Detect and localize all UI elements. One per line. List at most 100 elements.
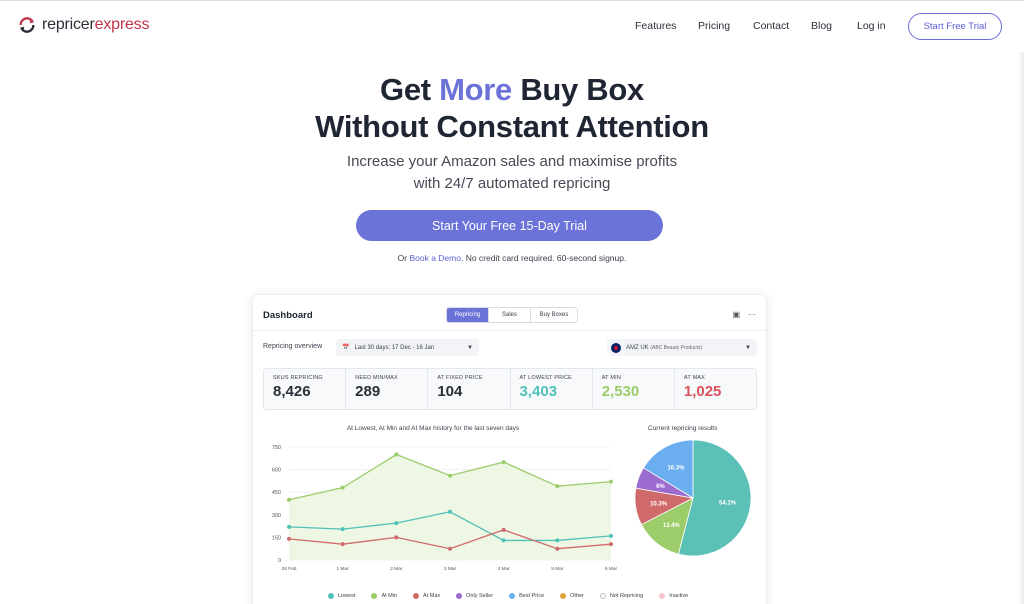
- repricer-logo-icon: [19, 17, 35, 33]
- nav-features[interactable]: Features: [635, 20, 677, 32]
- marketplace-select[interactable]: AMZ UK (ABC Beauty Products) ▼: [607, 339, 757, 356]
- x-tick-label: 28 Feb: [282, 566, 297, 572]
- line-chart-title: At Lowest, At Min and At Max history for…: [346, 425, 520, 432]
- dashboard-preview: Dashboard Repricing Sales Buy Boxes ▣ ⋯ …: [252, 294, 768, 604]
- data-point: [501, 538, 506, 543]
- y-tick-label: 150: [272, 535, 281, 541]
- logo-text: repricerexpress: [42, 16, 150, 33]
- history-line-chart: 0 150 300 450 600 750 28 Feb 1 Mar 2 Mar 3 Mar 4 M…: [272, 445, 618, 572]
- legend-swatch: [371, 593, 378, 599]
- data-point: [340, 485, 345, 490]
- card-divider: [253, 330, 768, 331]
- data-point: [555, 546, 560, 551]
- legend-label: At Max: [423, 593, 441, 599]
- x-tick-label: 4 Mar: [498, 566, 511, 572]
- data-point: [340, 542, 345, 547]
- pie-slice-label: 10.3%: [650, 501, 668, 507]
- hero-title-line2: Without Constant Attention: [315, 109, 709, 144]
- hero-subtitle-line1: Increase your Amazon sales and maximise …: [346, 153, 678, 170]
- calendar-icon: 📅: [342, 345, 350, 351]
- chart-legend: Lowest At Min At Max Only Seller Best Price O…: [328, 593, 688, 599]
- stat-at-min[interactable]: AT MIN 2,530: [593, 369, 675, 409]
- data-point: [609, 479, 613, 484]
- date-range-select[interactable]: 📅 Last 30 days: 17 Dec - 16 Jan ▼: [336, 339, 479, 356]
- nav-login[interactable]: Log in: [857, 20, 886, 32]
- nav-pricing[interactable]: Pricing: [698, 20, 731, 32]
- data-point: [394, 452, 399, 457]
- legend-item[interactable]: Other: [560, 593, 584, 599]
- legend-item[interactable]: Inactive: [659, 593, 688, 599]
- legend-label: Lowest: [338, 593, 356, 599]
- tab-sales[interactable]: Sales: [489, 308, 531, 322]
- data-point: [287, 497, 291, 502]
- legend-label: Only Seller: [466, 593, 494, 599]
- nav-blog[interactable]: Blog: [811, 20, 833, 32]
- start-trial-button[interactable]: Start Your Free 15-Day Trial: [356, 210, 663, 241]
- stat-need-min-max[interactable]: NEED MIN/MAX 289: [346, 369, 429, 409]
- tab-buy-boxes[interactable]: Buy Boxes: [531, 308, 577, 322]
- legend-item[interactable]: Not Repricing: [599, 593, 644, 599]
- pie-slice: [677, 439, 752, 557]
- legend-item[interactable]: Lowest: [328, 593, 355, 599]
- legend-swatch: [456, 593, 463, 599]
- data-point: [555, 538, 560, 543]
- data-point: [394, 521, 399, 526]
- pie-slice-label: 54.1%: [719, 500, 737, 506]
- pie-slice: [642, 439, 694, 499]
- monitor-icon[interactable]: ▣: [732, 310, 740, 319]
- card-toolbar: ▣ ⋯: [732, 310, 756, 319]
- data-point: [394, 535, 399, 540]
- data-point: [448, 546, 452, 551]
- x-tick-label: 1 Mar: [337, 566, 350, 572]
- nav-contact[interactable]: Contact: [753, 20, 790, 32]
- date-range-value: Last 30 days: 17 Dec - 16 Jan: [354, 344, 435, 351]
- more-icon[interactable]: ⋯: [748, 310, 756, 319]
- legend-swatch: [599, 593, 606, 599]
- y-tick-label: 600: [272, 468, 281, 474]
- y-tick-label: 300: [272, 513, 281, 519]
- legend-label: Other: [570, 593, 584, 599]
- stats-row: SKUS REPRICING 8,426 NEED MIN/MAX 289 AT F…: [263, 368, 757, 410]
- legend-item[interactable]: Only Seller: [456, 593, 493, 599]
- pie-slice-label: 16.3%: [667, 466, 685, 472]
- dashboard-title: Dashboard: [263, 310, 313, 321]
- data-point: [448, 473, 452, 478]
- legend-swatch: [509, 593, 516, 599]
- legend-item[interactable]: At Max: [413, 593, 440, 599]
- hero-title-accent: More: [439, 72, 512, 107]
- tab-repricing[interactable]: Repricing: [447, 308, 489, 322]
- y-tick-label: 450: [272, 490, 281, 496]
- x-tick-label: 2 Mar: [390, 566, 403, 572]
- dashboard-tabs: Repricing Sales Buy Boxes: [446, 307, 578, 323]
- stat-at-lowest-price[interactable]: AT LOWEST PRICE 3,403: [511, 369, 593, 409]
- stat-at-max[interactable]: AT MAX 1,025: [683, 375, 722, 400]
- hero-title-line1: Get More Buy Box: [380, 72, 644, 107]
- book-demo-link[interactable]: Book a Demo.: [409, 253, 464, 263]
- legend-swatch: [659, 593, 666, 599]
- x-tick-label: 5 Mar: [551, 566, 564, 572]
- repricing-results-pie-chart: 54.1% 13.4% 10.3% 6% 16.3%: [634, 439, 752, 557]
- legend-item[interactable]: At Min: [371, 593, 397, 599]
- y-tick-label: 750: [272, 445, 281, 451]
- logo[interactable]: repricerexpress: [18, 16, 149, 34]
- x-tick-label: 3 Mar: [444, 566, 457, 572]
- start-free-trial-button[interactable]: Start Free Trial: [908, 13, 1002, 40]
- cta-note: Or Book a Demo. No credit card required.…: [397, 253, 627, 263]
- legend-label: Not Repricing: [609, 593, 644, 599]
- legend-swatch: [560, 593, 567, 599]
- x-tick-label: 6 Mar: [605, 566, 618, 572]
- data-point: [287, 524, 291, 529]
- hero-subtitle-line2: with 24/7 automated repricing: [413, 175, 611, 192]
- data-point: [448, 509, 452, 514]
- legend-item[interactable]: Best Price: [509, 593, 544, 599]
- stat-skus-repricing[interactable]: SKUS REPRICING 8,426: [264, 369, 347, 409]
- pie-slice-label: 13.4%: [663, 523, 681, 529]
- data-point: [340, 527, 345, 532]
- data-point: [287, 536, 291, 541]
- chevron-down-icon: ▼: [467, 344, 473, 351]
- legend-label: Best Price: [519, 593, 545, 599]
- stat-at-fixed-price[interactable]: AT FIXED PRICE 104: [428, 369, 511, 409]
- pie-slice-label: 6%: [656, 484, 665, 490]
- data-point: [501, 527, 506, 532]
- legend-swatch: [328, 593, 334, 599]
